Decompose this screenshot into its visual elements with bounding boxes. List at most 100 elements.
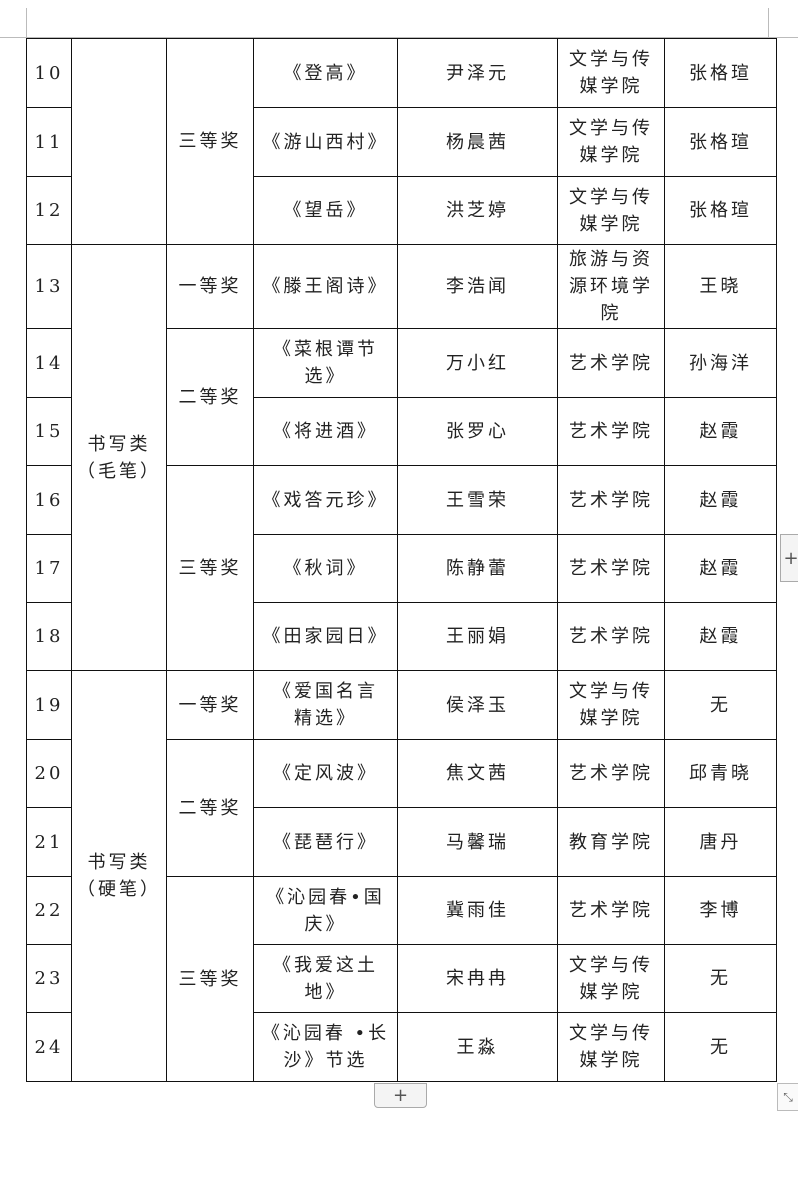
college-cell[interactable]: 艺术学院 [557,602,665,671]
table-row: 19 书写类 （硬笔） 一等奖 《爱国名言 精选》 侯泽玉 文学与传 媒学院无 [26,670,777,1082]
row-number[interactable]: 11 [26,107,72,177]
category-cell[interactable]: 书写类 （毛笔） [71,244,167,671]
work-title-cell[interactable]: 《沁园春•国 庆》 [253,876,398,945]
teacher-cell[interactable]: 孙海洋 [664,328,777,398]
work-title-cell[interactable]: 《田家园日》 [253,602,398,671]
awards-table: 10 三等奖 《登高》 尹泽元 文学与传 媒学院 张格瑄 11 《游山西村》 杨晨茜 文学与传 媒… [26,38,777,1082]
row-number[interactable]: 13 [26,244,72,329]
author-cell[interactable]: 张罗心 [397,397,558,466]
add-column-button[interactable]: + [780,534,798,582]
table-row: 13 书写类 （毛笔） 一等奖 《滕王阁诗》 李浩闻 旅游与资 源环境学 院王晓 [26,244,777,671]
table-row: 15 《将进酒》 张罗心 艺术学院 赵霞 [26,397,777,466]
work-title-cell[interactable]: 《秋词》 [253,534,398,603]
author-cell[interactable]: 尹泽元 [397,38,558,108]
table-row: 14 二等奖 《菜根谭节 选》 万小红 艺术学院 孙海洋 [26,328,777,466]
author-cell[interactable]: 侯泽玉 [397,670,558,740]
row-number[interactable]: 20 [26,739,72,808]
award-cell[interactable]: 二等奖 [166,739,254,877]
work-title-cell[interactable]: 《爱国名言 精选》 [253,670,398,740]
row-number[interactable]: 16 [26,465,72,535]
award-cell[interactable]: 三等奖 [166,465,254,671]
teacher-cell[interactable]: 无 [664,944,777,1013]
teacher-cell[interactable]: 张格瑄 [664,176,777,245]
college-cell[interactable]: 旅游与资 源环境学 院 [557,244,665,329]
teacher-cell[interactable]: 李博 [664,876,777,945]
work-title-cell[interactable]: 《游山西村》 [253,107,398,177]
row-number[interactable]: 15 [26,397,72,466]
college-cell[interactable]: 文学与传 媒学院 [557,944,665,1013]
college-cell[interactable]: 艺术学院 [557,739,665,808]
author-cell[interactable]: 万小红 [397,328,558,398]
row-number[interactable]: 19 [26,670,72,740]
teacher-cell[interactable]: 王晓 [664,244,777,329]
college-cell[interactable]: 教育学院 [557,807,665,877]
college-cell[interactable]: 艺术学院 [557,465,665,535]
author-cell[interactable]: 冀雨佳 [397,876,558,945]
author-cell[interactable]: 李浩闻 [397,244,558,329]
author-cell[interactable]: 王丽娟 [397,602,558,671]
teacher-cell[interactable]: 唐丹 [664,807,777,877]
teacher-cell[interactable]: 张格瑄 [664,38,777,108]
award-cell[interactable]: 三等奖 [166,38,254,245]
row-number[interactable]: 14 [26,328,72,398]
row-number[interactable]: 10 [26,38,72,108]
row-number[interactable]: 18 [26,602,72,671]
author-cell[interactable]: 王淼 [397,1012,558,1082]
table-row: 17 《秋词》 陈静蕾 艺术学院 赵霞 [26,534,777,603]
work-title-cell[interactable]: 《滕王阁诗》 [253,244,398,329]
table-row: 20 二等奖 《定风波》 焦文茜 艺术学院 邱青晓 [26,739,777,877]
college-cell[interactable]: 文学与传 媒学院 [557,38,665,108]
row-number[interactable]: 21 [26,807,72,877]
college-cell[interactable]: 文学与传 媒学院 [557,107,665,177]
page-top-border [0,37,798,38]
award-cell[interactable]: 二等奖 [166,328,254,466]
table-row: 10 三等奖 《登高》 尹泽元 文学与传 媒学院 张格瑄 [26,38,777,245]
row-number[interactable]: 12 [26,176,72,245]
row-number[interactable]: 17 [26,534,72,603]
author-cell[interactable]: 杨晨茜 [397,107,558,177]
row-number[interactable]: 23 [26,944,72,1013]
work-title-cell[interactable]: 《沁园春 •长 沙》节选 [253,1012,398,1082]
college-cell[interactable]: 艺术学院 [557,397,665,466]
teacher-cell[interactable]: 无 [664,1012,777,1082]
table-row: 11 《游山西村》 杨晨茜 文学与传 媒学院 张格瑄 [26,107,777,177]
college-cell[interactable]: 艺术学院 [557,534,665,603]
award-cell[interactable]: 一等奖 [166,244,254,329]
work-title-cell[interactable]: 《登高》 [253,38,398,108]
work-title-cell[interactable]: 《定风波》 [253,739,398,808]
work-title-cell[interactable]: 《琵琶行》 [253,807,398,877]
teacher-cell[interactable]: 张格瑄 [664,107,777,177]
add-row-button[interactable]: + [374,1083,427,1108]
author-cell[interactable]: 陈静蕾 [397,534,558,603]
college-cell[interactable]: 艺术学院 [557,876,665,945]
college-cell[interactable]: 文学与传 媒学院 [557,176,665,245]
author-cell[interactable]: 王雪荣 [397,465,558,535]
teacher-cell[interactable]: 赵霞 [664,465,777,535]
table-row: 24 《沁园春 •长 沙》节选 王淼 文学与传 媒学院无 [26,1012,777,1082]
author-cell[interactable]: 宋冉冉 [397,944,558,1013]
teacher-cell[interactable]: 赵霞 [664,397,777,466]
teacher-cell[interactable]: 无 [664,670,777,740]
college-cell[interactable]: 文学与传 媒学院 [557,670,665,740]
work-title-cell[interactable]: 《将进酒》 [253,397,398,466]
college-cell[interactable]: 文学与传 媒学院 [557,1012,665,1082]
author-cell[interactable]: 马馨瑞 [397,807,558,877]
work-title-cell[interactable]: 《我爱这土 地》 [253,944,398,1013]
work-title-cell[interactable]: 《戏答元珍》 [253,465,398,535]
table-row: 23 《我爱这土 地》 宋冉冉 文学与传 媒学院无 [26,944,777,1013]
teacher-cell[interactable]: 赵霞 [664,602,777,671]
teacher-cell[interactable]: 邱青晓 [664,739,777,808]
resize-icon[interactable]: ⤡ [777,1083,798,1111]
college-cell[interactable]: 艺术学院 [557,328,665,398]
author-cell[interactable]: 洪芝婷 [397,176,558,245]
award-cell[interactable]: 一等奖 [166,670,254,740]
author-cell[interactable]: 焦文茜 [397,739,558,808]
category-cell[interactable]: 书写类 （硬笔） [71,670,167,1082]
row-number[interactable]: 22 [26,876,72,945]
award-cell[interactable]: 三等奖 [166,876,254,1082]
row-number[interactable]: 24 [26,1012,72,1082]
work-title-cell[interactable]: 《菜根谭节 选》 [253,328,398,398]
teacher-cell[interactable]: 赵霞 [664,534,777,603]
category-cell[interactable] [71,38,167,245]
work-title-cell[interactable]: 《望岳》 [253,176,398,245]
